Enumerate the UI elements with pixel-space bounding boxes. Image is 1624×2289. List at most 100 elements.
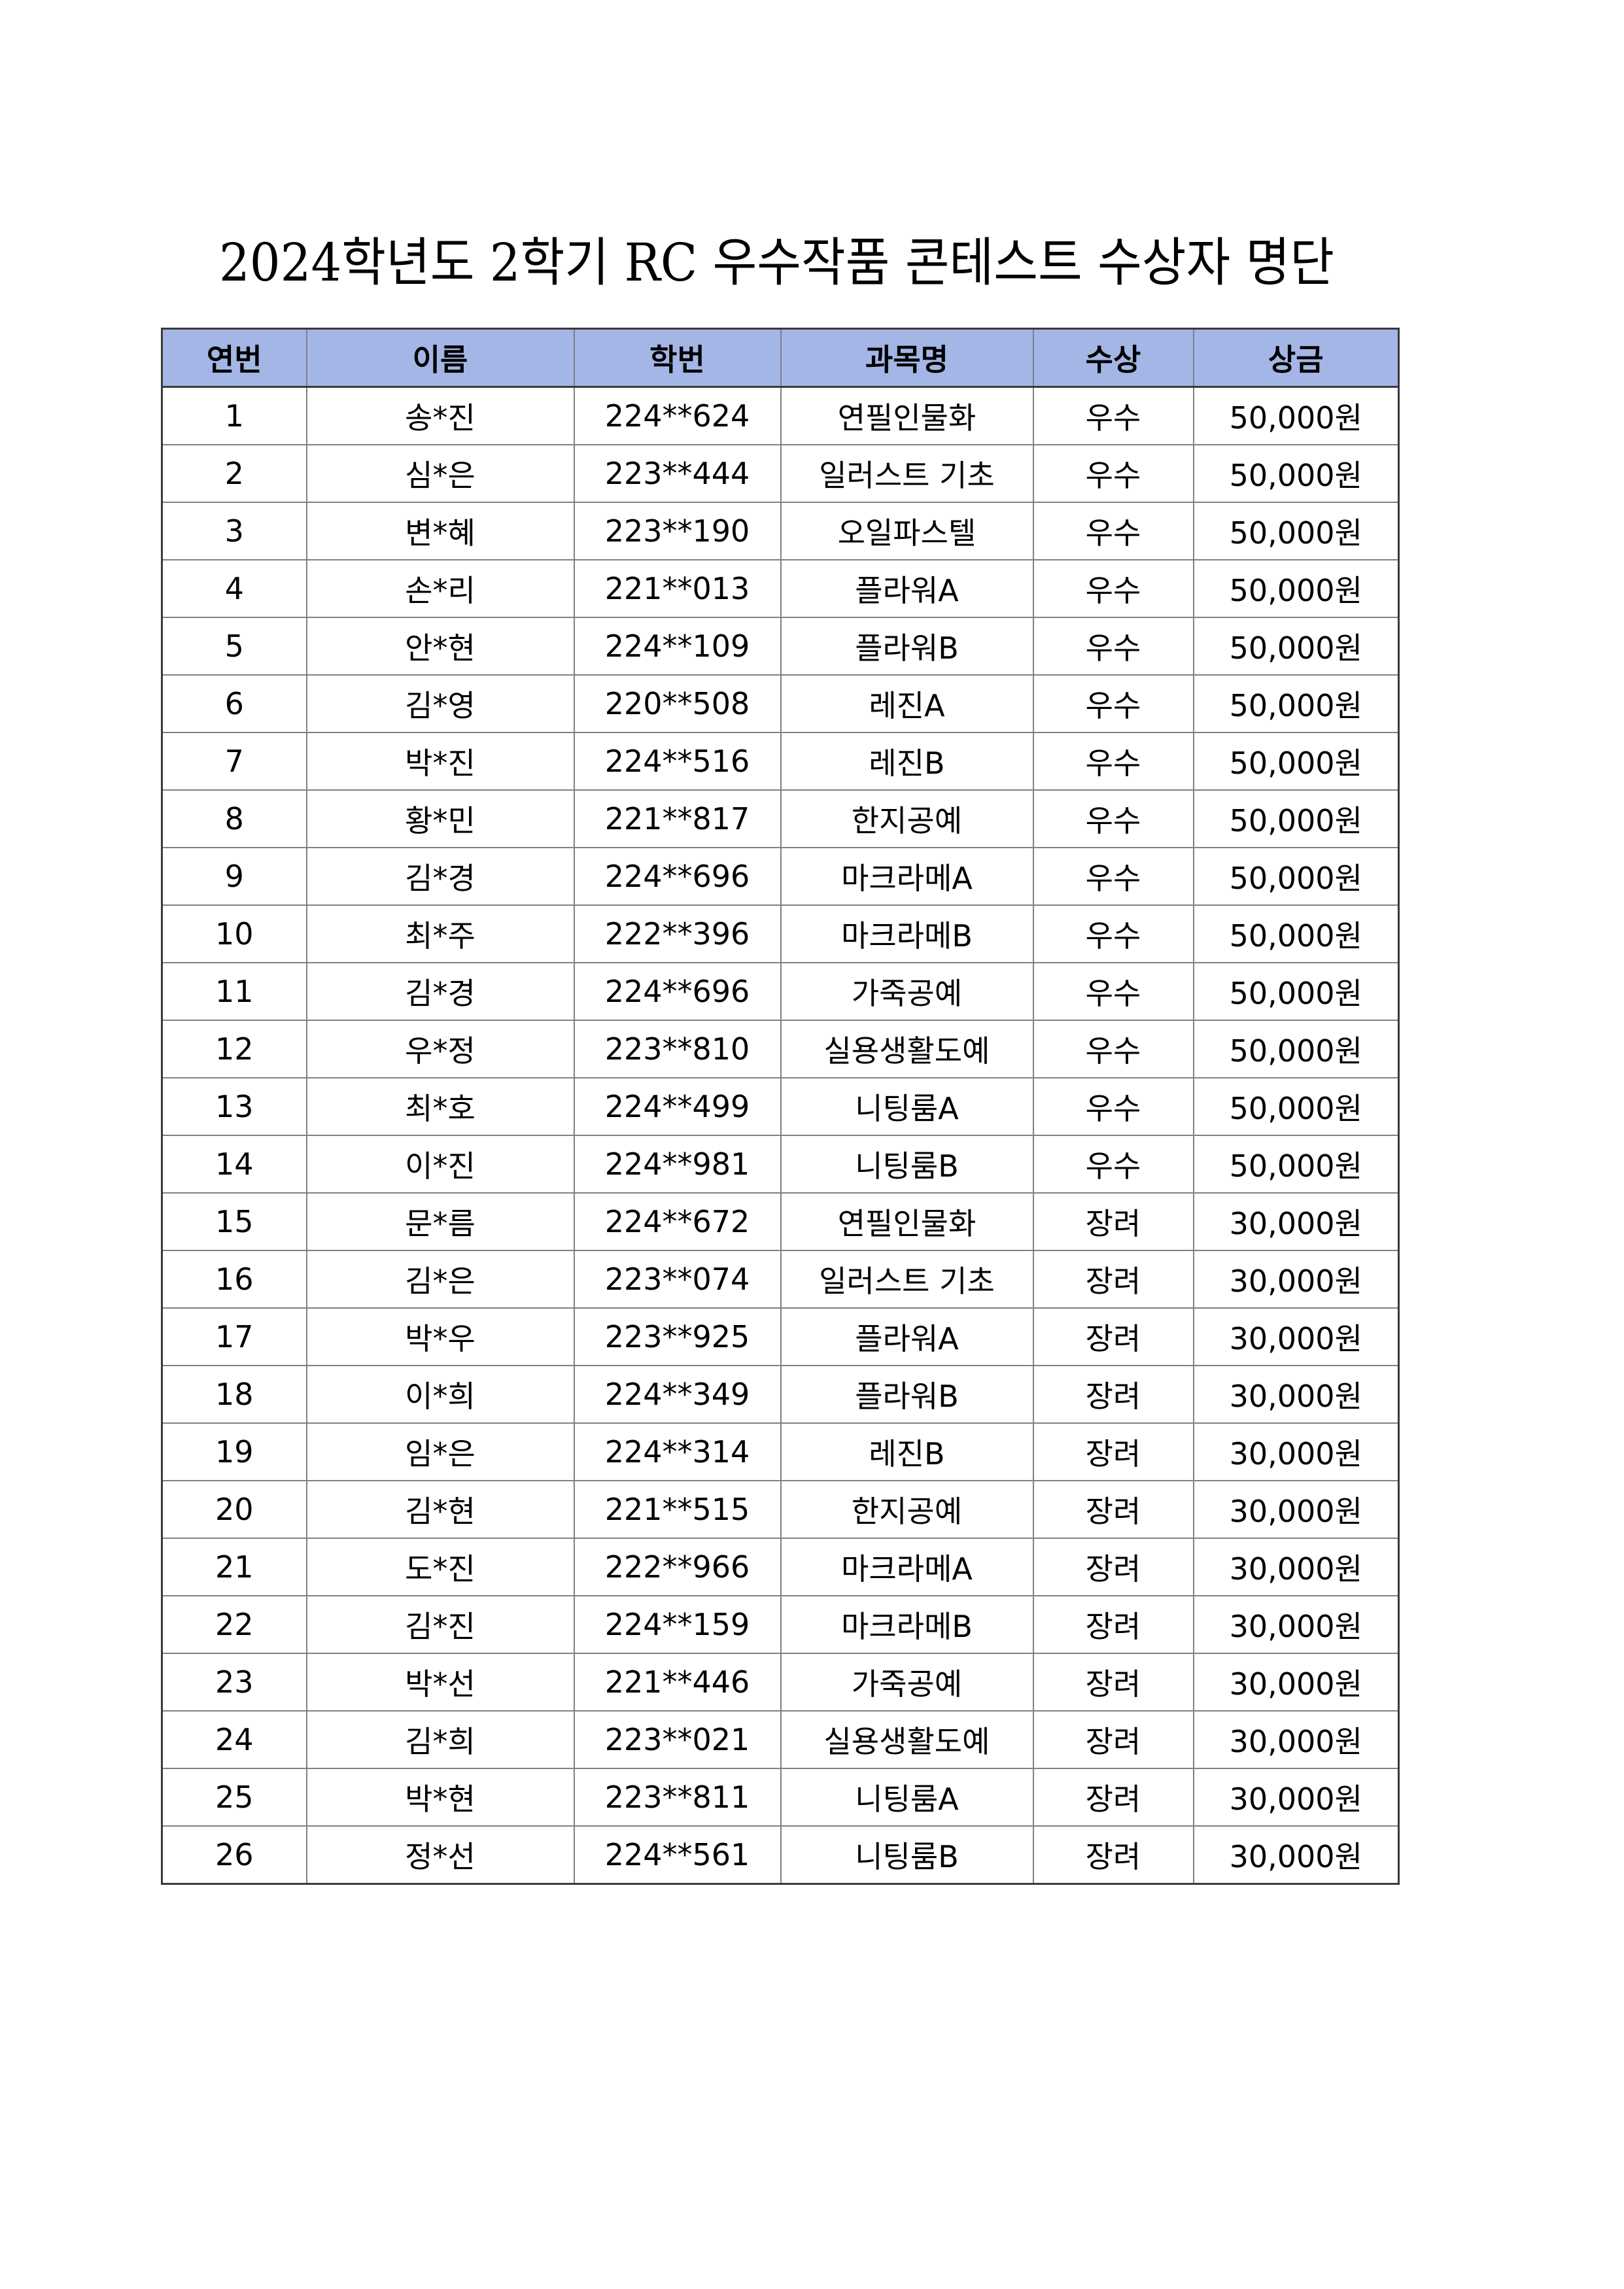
- cell-course: 실용생활도예: [780, 1710, 1034, 1769]
- cell-prize: 50,000원: [1192, 674, 1400, 733]
- cell-student-id: 221**817: [573, 789, 782, 848]
- table-header-row: 연번 이름 학번 과목명 수상 상금: [161, 328, 1400, 388]
- table-row: 18 이*희 224**349 플라워B 장려 30,000원: [161, 1365, 1400, 1424]
- header-name: 이름: [305, 328, 575, 388]
- cell-award: 우수: [1032, 962, 1194, 1021]
- cell-course: 일러스트 기초: [780, 1250, 1034, 1309]
- cell-award: 우수: [1032, 732, 1194, 791]
- cell-course: 가죽공예: [780, 1653, 1034, 1712]
- cell-no: 24: [161, 1710, 307, 1769]
- cell-no: 1: [161, 386, 307, 445]
- cell-award: 우수: [1032, 559, 1194, 618]
- cell-prize: 30,000원: [1192, 1768, 1400, 1827]
- table-row: 8 황*민 221**817 한지공예 우수 50,000원: [161, 789, 1400, 848]
- cell-student-id: 222**396: [573, 904, 782, 963]
- cell-name: 우*정: [305, 1020, 575, 1078]
- cell-no: 9: [161, 847, 307, 906]
- cell-name: 김*은: [305, 1250, 575, 1309]
- cell-prize: 50,000원: [1192, 1020, 1400, 1078]
- cell-prize: 30,000원: [1192, 1422, 1400, 1481]
- cell-prize: 50,000원: [1192, 502, 1400, 560]
- cell-award: 우수: [1032, 1135, 1194, 1194]
- header-award: 수상: [1032, 328, 1194, 388]
- cell-name: 박*우: [305, 1307, 575, 1366]
- cell-student-id: 224**499: [573, 1077, 782, 1136]
- cell-no: 2: [161, 444, 307, 503]
- cell-student-id: 224**516: [573, 732, 782, 791]
- cell-student-id: 223**810: [573, 1020, 782, 1078]
- cell-name: 박*진: [305, 732, 575, 791]
- cell-course: 일러스트 기초: [780, 444, 1034, 503]
- cell-no: 25: [161, 1768, 307, 1827]
- cell-student-id: 224**561: [573, 1825, 782, 1885]
- cell-no: 19: [161, 1422, 307, 1481]
- cell-name: 김*영: [305, 674, 575, 733]
- cell-name: 심*은: [305, 444, 575, 503]
- cell-name: 변*혜: [305, 502, 575, 560]
- cell-award: 우수: [1032, 617, 1194, 676]
- cell-student-id: 221**515: [573, 1480, 782, 1539]
- cell-prize: 30,000원: [1192, 1710, 1400, 1769]
- table-row: 9 김*경 224**696 마크라메A 우수 50,000원: [161, 847, 1400, 906]
- cell-prize: 30,000원: [1192, 1192, 1400, 1251]
- cell-award: 장려: [1032, 1422, 1194, 1481]
- cell-prize: 50,000원: [1192, 617, 1400, 676]
- cell-no: 22: [161, 1595, 307, 1654]
- cell-prize: 50,000원: [1192, 1135, 1400, 1194]
- cell-name: 김*진: [305, 1595, 575, 1654]
- cell-no: 16: [161, 1250, 307, 1309]
- cell-no: 11: [161, 962, 307, 1021]
- cell-name: 박*현: [305, 1768, 575, 1827]
- cell-name: 안*현: [305, 617, 575, 676]
- cell-course: 실용생활도예: [780, 1020, 1034, 1078]
- cell-name: 김*경: [305, 847, 575, 906]
- cell-award: 장려: [1032, 1365, 1194, 1424]
- cell-course: 니팅룸B: [780, 1135, 1034, 1194]
- cell-prize: 30,000원: [1192, 1538, 1400, 1596]
- cell-prize: 50,000원: [1192, 962, 1400, 1021]
- cell-prize: 30,000원: [1192, 1595, 1400, 1654]
- cell-name: 도*진: [305, 1538, 575, 1596]
- cell-prize: 50,000원: [1192, 559, 1400, 618]
- header-course: 과목명: [780, 328, 1034, 388]
- cell-student-id: 223**811: [573, 1768, 782, 1827]
- cell-student-id: 224**981: [573, 1135, 782, 1194]
- cell-no: 26: [161, 1825, 307, 1885]
- cell-award: 장려: [1032, 1250, 1194, 1309]
- cell-name: 송*진: [305, 386, 575, 445]
- cell-no: 8: [161, 789, 307, 848]
- cell-no: 17: [161, 1307, 307, 1366]
- table-row: 19 임*은 224**314 레진B 장려 30,000원: [161, 1422, 1400, 1481]
- cell-course: 오일파스텔: [780, 502, 1034, 560]
- cell-name: 김*경: [305, 962, 575, 1021]
- cell-prize: 30,000원: [1192, 1250, 1400, 1309]
- cell-award: 우수: [1032, 904, 1194, 963]
- table-row: 24 김*희 223**021 실용생활도예 장려 30,000원: [161, 1710, 1400, 1769]
- cell-no: 5: [161, 617, 307, 676]
- table-row: 20 김*현 221**515 한지공예 장려 30,000원: [161, 1480, 1400, 1539]
- cell-student-id: 224**159: [573, 1595, 782, 1654]
- table-row: 25 박*현 223**811 니팅룸A 장려 30,000원: [161, 1768, 1400, 1827]
- cell-student-id: 220**508: [573, 674, 782, 733]
- table-row: 21 도*진 222**966 마크라메A 장려 30,000원: [161, 1538, 1400, 1596]
- cell-course: 플라워A: [780, 1307, 1034, 1366]
- cell-student-id: 224**624: [573, 386, 782, 445]
- table-row: 2 심*은 223**444 일러스트 기초 우수 50,000원: [161, 444, 1400, 503]
- cell-award: 우수: [1032, 1077, 1194, 1136]
- cell-prize: 50,000원: [1192, 1077, 1400, 1136]
- cell-prize: 30,000원: [1192, 1825, 1400, 1885]
- table-row: 16 김*은 223**074 일러스트 기초 장려 30,000원: [161, 1250, 1400, 1309]
- cell-award: 우수: [1032, 444, 1194, 503]
- cell-student-id: 222**966: [573, 1538, 782, 1596]
- table-row: 14 이*진 224**981 니팅룸B 우수 50,000원: [161, 1135, 1400, 1194]
- header-prize: 상금: [1192, 328, 1400, 388]
- header-no: 연번: [161, 328, 307, 388]
- cell-student-id: 223**925: [573, 1307, 782, 1366]
- page-title: 2024학년도 2학기 RC 우수작품 콘테스트 수상자 명단: [218, 232, 1335, 293]
- table-body: 1 송*진 224**624 연필인물화 우수 50,000원 2 심*은 223**444 일러…: [161, 386, 1400, 1885]
- cell-award: 우수: [1032, 789, 1194, 848]
- cell-award: 우수: [1032, 386, 1194, 445]
- cell-course: 레진B: [780, 1422, 1034, 1481]
- cell-no: 21: [161, 1538, 307, 1596]
- cell-no: 14: [161, 1135, 307, 1194]
